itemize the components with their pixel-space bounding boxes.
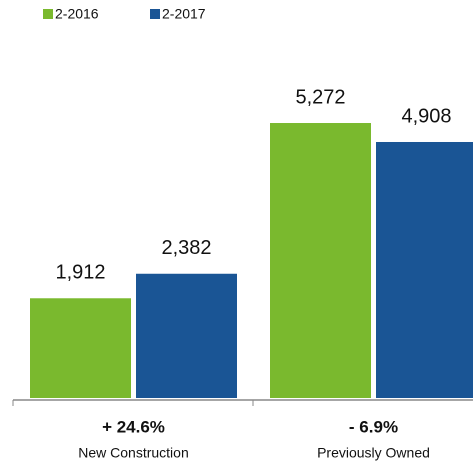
legend-swatch [43,9,53,19]
bar [30,298,131,398]
annotation: + 24.6% [102,417,165,436]
x-tick-label: Previously Owned [317,445,430,461]
legend-label: 2-2017 [162,6,206,22]
value-label: 4,908 [401,105,451,127]
bar [270,123,371,398]
legend-swatch [150,9,160,19]
bar [376,141,473,398]
value-label: 5,272 [295,86,345,108]
value-label: 2,382 [161,237,211,259]
annotation: - 6.9% [349,417,398,436]
legend-label: 2-2016 [55,6,99,22]
x-tick-label: New Construction [78,445,189,461]
bar [136,273,237,398]
value-label: 1,912 [55,262,105,284]
